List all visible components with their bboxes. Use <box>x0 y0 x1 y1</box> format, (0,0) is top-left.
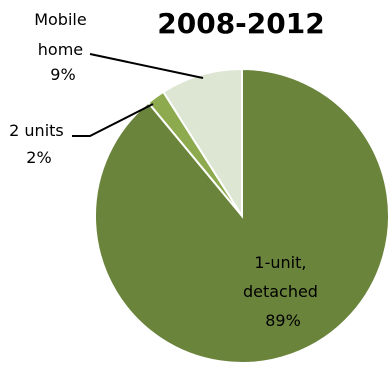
leader-line-mobile-home <box>89 53 204 79</box>
slice-mobile-home <box>161 67 243 220</box>
slice-label-mobile-home: Mobile home 9% <box>34 10 92 84</box>
chart-title: 2008-2012 <box>157 7 324 40</box>
leader-lines <box>72 53 204 137</box>
leader-line-2-units <box>72 103 154 137</box>
pie-slices <box>93 67 390 364</box>
slice-label-1-unit-detached: 1-unit, detached 89% <box>243 253 323 330</box>
slice-1-unit-detached <box>93 67 390 364</box>
slice-label-2-units: 2 units 2% <box>9 121 69 167</box>
